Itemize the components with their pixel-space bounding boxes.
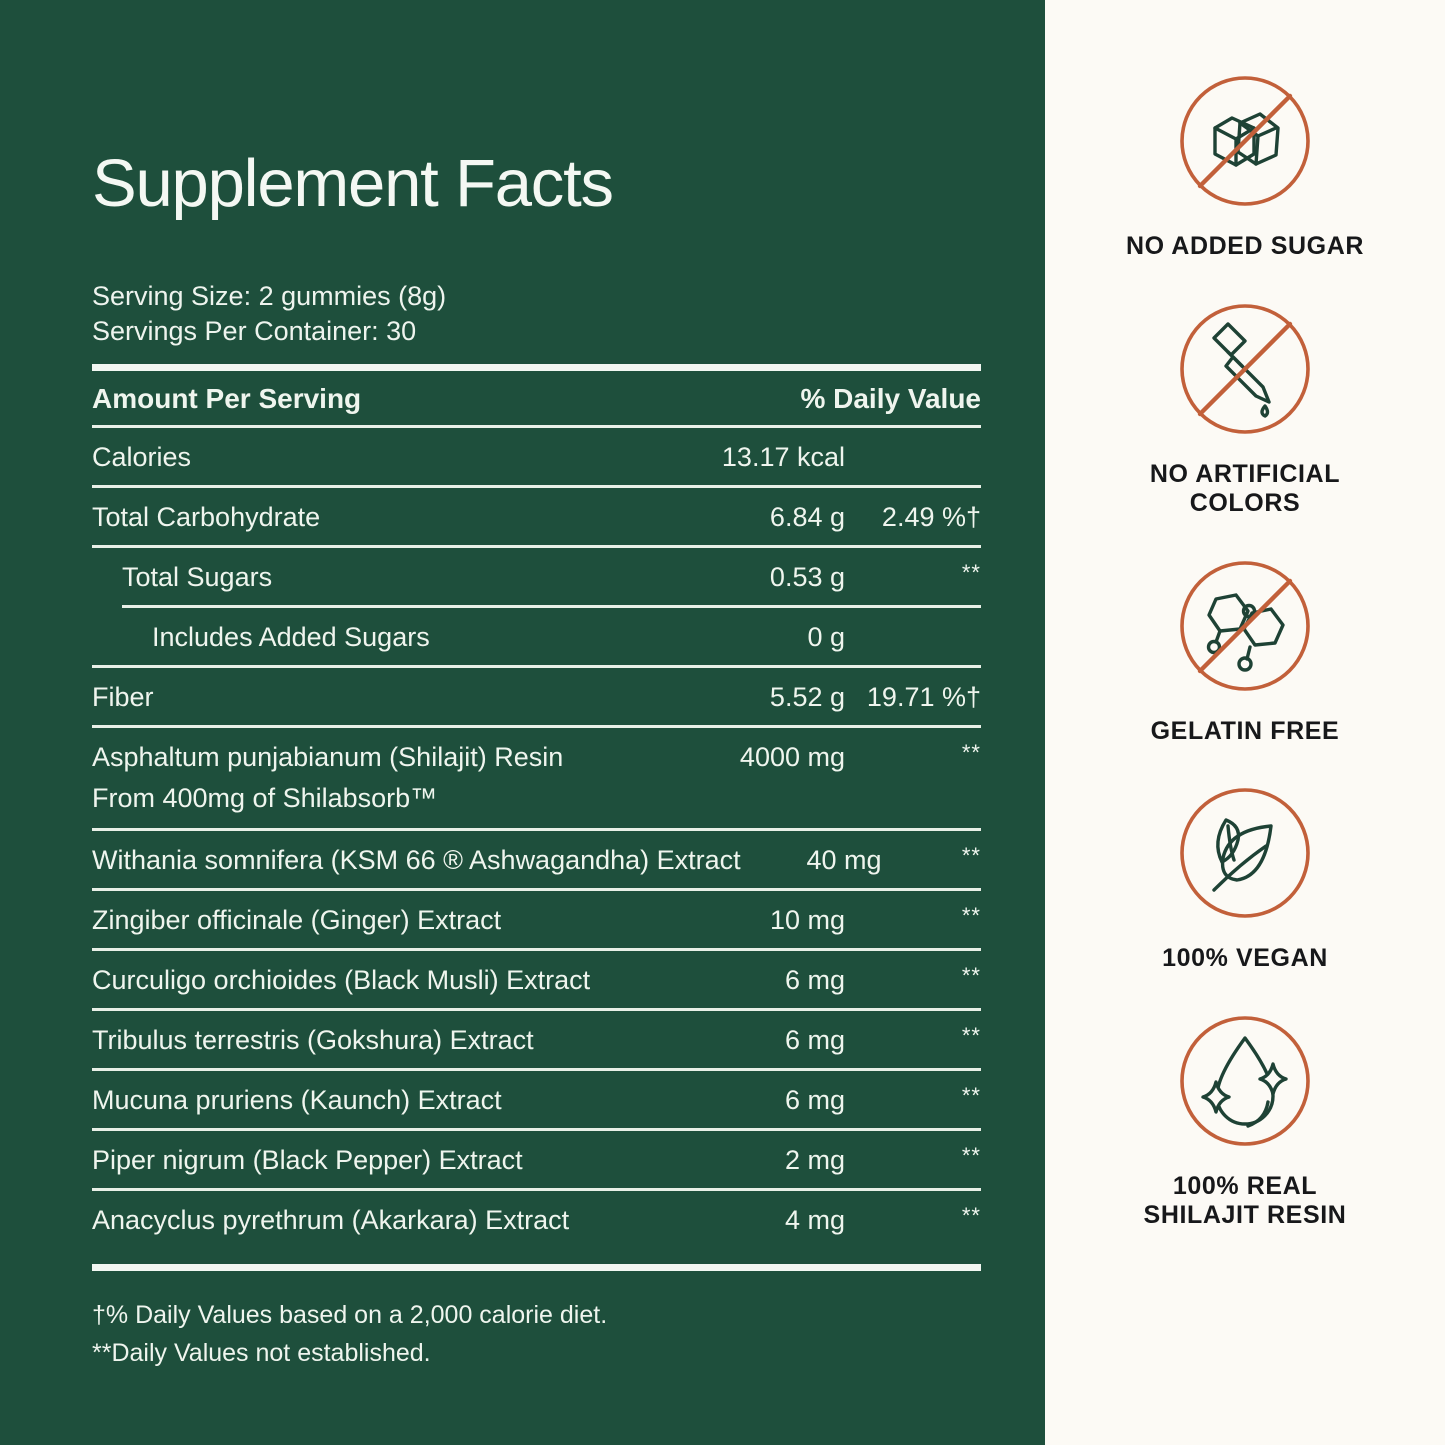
table-row: Fiber 5.52 g 19.71 %†: [92, 668, 981, 725]
serving-info: Serving Size: 2 gummies (8g) Servings Pe…: [92, 279, 980, 348]
badge-label: GELATIN FREE: [1150, 716, 1340, 745]
table-row: Mucuna pruriens (Kaunch) Extract 6 mg **: [92, 1071, 981, 1128]
nutrient-amount: 4000 mg: [739, 742, 845, 773]
table-row: Asphaltum punjabianum (Shilajit) Resin 40…: [92, 728, 981, 785]
nutrient-source-note: From 400mg of Shilabsorb™: [92, 783, 438, 814]
sugar-cubes-icon: [1180, 76, 1310, 206]
table-row: Tribulus terrestris (Gokshura) Extract 6 …: [92, 1011, 981, 1068]
row-separator: [92, 828, 981, 832]
column-header-daily-value: % Daily Value: [800, 383, 981, 415]
badges-sidebar: NO ADDED SUGAR NO ARTIFICIAL COLORS GELATI…: [1045, 0, 1445, 1445]
nutrient-daily-value: **: [961, 560, 981, 586]
nutrition-table: Amount Per Serving % Daily Value Calorie…: [92, 364, 981, 1272]
badge-label: 100% REAL SHILAJIT RESIN: [1143, 1171, 1347, 1230]
nutrient-daily-value: 2.49 %†: [881, 502, 981, 533]
badge-sugar-cubes: NO ADDED SUGAR: [1126, 66, 1364, 262]
nutrient-name: Withania somnifera (KSM 66 ® Ashwagandha…: [92, 845, 741, 876]
row-separator: [92, 545, 981, 549]
table-body: Calories 13.17 kcal Total Carbohydrate 6.84…: [92, 428, 981, 1248]
nutrient-daily-value: **: [961, 963, 981, 989]
nutrient-name: Fiber: [92, 682, 154, 713]
nutrient-daily-value: **: [961, 843, 981, 869]
table-bottom-rule: [92, 1264, 981, 1272]
row-separator: [92, 1008, 981, 1012]
table-row: Total Sugars 0.53 g **: [92, 548, 981, 605]
nutrient-amount: 2 mg: [784, 1145, 845, 1176]
nutrient-amount: 4 mg: [784, 1205, 845, 1236]
molecule-icon: [1180, 560, 1310, 691]
page-title: Supplement Facts: [92, 146, 614, 221]
badge-resin-droplet: 100% REAL SHILAJIT RESIN: [1126, 1006, 1364, 1231]
nutrient-amount: 13.17 kcal: [721, 442, 845, 473]
nutrient-amount: 6 mg: [784, 965, 845, 996]
badge-label: NO ARTIFICIAL COLORS: [1149, 459, 1341, 518]
row-separator: [122, 605, 981, 609]
nutrient-name: Calories: [92, 442, 192, 473]
nutrient-amount: 6.84 g: [769, 502, 845, 533]
nutrient-name: Anacyclus pyrethrum (Akarkara) Extract: [92, 1205, 570, 1236]
nutrient-name: Piper nigrum (Black Pepper) Extract: [92, 1145, 523, 1176]
table-row: Total Carbohydrate 6.84 g 2.49 %†: [92, 488, 981, 545]
serving-size: Serving Size: 2 gummies (8g): [92, 281, 447, 311]
nutrient-name: Curculigo orchioides (Black Musli) Extra…: [92, 965, 591, 996]
leaf-icon: [1180, 788, 1310, 918]
table-header-rule: [92, 425, 981, 429]
nutrient-name: Tribulus terrestris (Gokshura) Extract: [92, 1025, 534, 1056]
row-separator: [92, 1188, 981, 1192]
footnote-not-established: **Daily Values not established.: [92, 1338, 431, 1367]
resin-droplet-icon: [1180, 1015, 1310, 1146]
badge-label: NO ADDED SUGAR: [1125, 232, 1365, 260]
column-header-amount: Amount Per Serving: [92, 383, 362, 415]
badge-label: 100% VEGAN: [1162, 944, 1328, 972]
table-row: Curculigo orchioides (Black Musli) Extra…: [92, 951, 981, 1008]
nutrient-daily-value: **: [961, 903, 981, 929]
nutrient-daily-value: **: [961, 1083, 981, 1109]
nutrient-name: Zingiber officinale (Ginger) Extract: [92, 905, 502, 936]
nutrient-daily-value: **: [961, 1143, 981, 1169]
nutrient-name: Total Sugars: [122, 562, 273, 593]
nutrient-amount: 0.53 g: [769, 562, 845, 593]
badge-molecule: GELATIN FREE: [1126, 551, 1364, 747]
table-row: Withania somnifera (KSM 66 ® Ashwagandha…: [92, 831, 981, 888]
row-separator: [92, 888, 981, 892]
table-row: Anacyclus pyrethrum (Akarkara) Extract 4 …: [92, 1191, 981, 1248]
nutrient-name: Asphaltum punjabianum (Shilajit) Resin: [92, 742, 564, 773]
nutrient-amount: 5.52 g: [769, 682, 845, 713]
nutrient-amount: 6 mg: [784, 1025, 845, 1056]
table-header-row: Amount Per Serving % Daily Value: [92, 371, 981, 425]
table-row: Includes Added Sugars 0 g: [92, 608, 981, 665]
row-separator: [92, 665, 981, 669]
table-top-rule: [92, 364, 981, 372]
row-separator: [92, 948, 981, 952]
nutrient-name: Includes Added Sugars: [152, 622, 430, 653]
supplement-facts-panel: Supplement Facts Serving Size: 2 gummies…: [0, 0, 1045, 1445]
badge-leaf: 100% VEGAN: [1126, 778, 1364, 974]
row-separator: [92, 1128, 981, 1132]
nutrient-amount: 40 mg: [806, 845, 882, 876]
dropper-icon: [1180, 303, 1310, 434]
row-separator: [92, 725, 981, 729]
nutrient-name: Mucuna pruriens (Kaunch) Extract: [92, 1085, 502, 1116]
nutrient-name: Total Carbohydrate: [92, 502, 321, 533]
row-separator: [92, 1068, 981, 1072]
table-row: Zingiber officinale (Ginger) Extract 10 m…: [92, 891, 981, 948]
nutrient-daily-value: **: [961, 1203, 981, 1229]
nutrient-daily-value: 19.71 %†: [866, 682, 981, 713]
nutrient-daily-value: **: [961, 1023, 981, 1049]
footnotes: †% Daily Values based on a 2,000 calorie…: [92, 1297, 980, 1372]
badge-dropper: NO ARTIFICIAL COLORS: [1126, 294, 1364, 519]
table-row: Calories 13.17 kcal: [92, 428, 981, 485]
nutrient-amount: 10 mg: [769, 905, 845, 936]
nutrient-daily-value: **: [961, 740, 981, 766]
nutrient-amount: 6 mg: [784, 1085, 845, 1116]
footnote-daily-values: †% Daily Values based on a 2,000 calorie…: [92, 1301, 608, 1330]
table-row: Piper nigrum (Black Pepper) Extract 2 mg *…: [92, 1131, 981, 1188]
nutrient-amount: 0 g: [807, 622, 845, 653]
servings-per-container: Servings Per Container: 30: [92, 315, 417, 346]
row-separator: [92, 485, 981, 489]
